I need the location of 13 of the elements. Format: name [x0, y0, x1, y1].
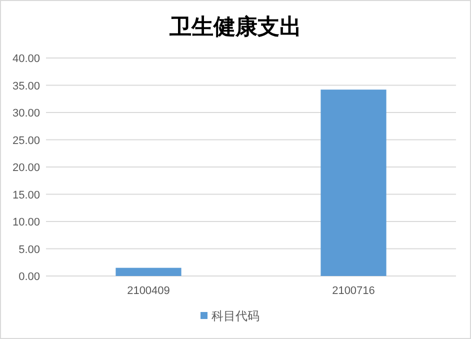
y-tick-label: 40.00 [12, 53, 40, 65]
y-tick-label: 30.00 [12, 108, 40, 120]
y-tick-label: 20.00 [12, 162, 40, 174]
y-tick-label: 15.00 [12, 189, 40, 202]
chart-title: 卫生健康支出 [168, 14, 302, 39]
y-tick-label: 0.00 [18, 271, 40, 283]
y-tick-label: 25.00 [12, 134, 40, 147]
legend-label: 科目代码 [212, 309, 260, 323]
y-tick-label: 35.00 [12, 80, 40, 92]
x-tick-label: 2100716 [332, 285, 375, 297]
y-tick-label: 5.00 [18, 244, 40, 256]
y-tick-label: 10.00 [12, 216, 40, 228]
x-tick-label: 2100409 [127, 285, 170, 297]
